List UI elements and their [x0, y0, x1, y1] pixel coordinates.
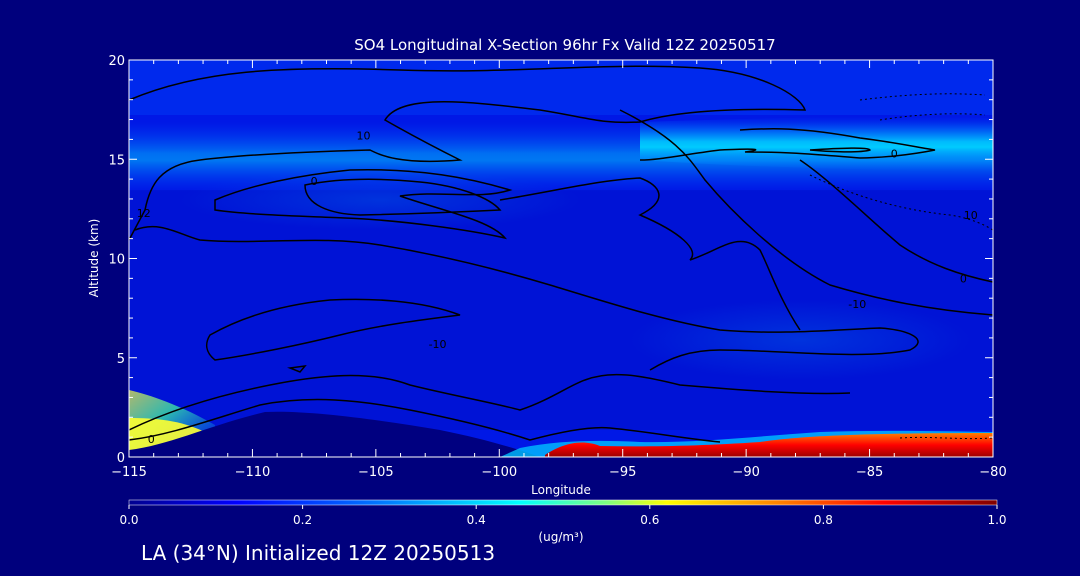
- colorbar-tick-label: 0.0: [119, 513, 138, 527]
- colorbar-tick-label: 0.4: [467, 513, 486, 527]
- contour-label: -10: [429, 338, 447, 351]
- y-tick-label: 15: [108, 153, 125, 168]
- contour-upper: [129, 65, 807, 241]
- x-tick-label: −95: [609, 465, 636, 480]
- y-axis: 0 5 10 15 20: [108, 54, 993, 466]
- contour-label: 0: [311, 175, 318, 188]
- contour-label: 0: [891, 147, 898, 160]
- colorbar-tick-label: 0.2: [293, 513, 312, 527]
- x-tick-label: −115: [111, 465, 147, 480]
- colorbar-ticks: 0.0 0.2 0.4 0.6 0.8 1.0: [119, 505, 1007, 527]
- contour-jet-inner: [809, 147, 871, 153]
- contour-mid-closed: [205, 298, 461, 361]
- y-tick-label: 5: [117, 352, 125, 367]
- y-axis-label: Altitude (km): [87, 219, 101, 298]
- contour-lines: [129, 65, 993, 443]
- y-tick-label: 20: [108, 54, 125, 69]
- colorbar-units: (ug/m³): [538, 530, 583, 544]
- contour-small-closed: [287, 365, 307, 373]
- contour-label: 10: [357, 129, 371, 142]
- dotted-contour-surface: [899, 436, 993, 440]
- negative-contour-lines: [809, 93, 993, 440]
- contour-labels: 10 0 -10 -10 0 10 0 0 12: [137, 129, 978, 446]
- y-tick-label: 10: [108, 253, 125, 268]
- x-tick-label: −80: [979, 465, 1006, 480]
- x-tick-label: −105: [358, 465, 394, 480]
- contour-boundary: [129, 398, 721, 443]
- boundary-layer-plume-core: [129, 418, 205, 452]
- contour-east-mid: [799, 159, 993, 283]
- contour-label: 0: [148, 433, 155, 446]
- contour-mid-2: [499, 177, 801, 331]
- contour-upper-closed-outer: [214, 168, 513, 240]
- colorbar-tick-label: 0.6: [640, 513, 659, 527]
- chart-title: SO4 Longitudinal X-Section 96hr Fx Valid…: [354, 36, 775, 54]
- colorbar: 0.0 0.2 0.4 0.6 0.8 1.0 (ug/m³): [119, 499, 1007, 544]
- colorbar-tick-label: 0.8: [814, 513, 833, 527]
- dotted-contour-jet: [879, 113, 986, 121]
- contour-label: 0: [960, 272, 967, 285]
- upper-jet-maximum: [640, 116, 993, 172]
- surface-sulfate-maximum: [545, 433, 993, 457]
- x-tick-label: −85: [856, 465, 883, 480]
- contour-mid-1: [134, 225, 919, 371]
- x-tick-label: −100: [481, 465, 517, 480]
- y-tick-label: 0: [117, 451, 125, 466]
- contour-label: 12: [137, 207, 151, 220]
- colorbar-tick-label: 1.0: [987, 513, 1006, 527]
- upper-background-layer: [129, 60, 993, 115]
- x-tick-label: −90: [732, 465, 759, 480]
- x-axis-label: Longitude: [531, 483, 591, 497]
- x-tick-label: −110: [235, 465, 271, 480]
- terrain: [129, 411, 540, 457]
- contour-lower: [129, 373, 851, 431]
- contour-mid-3: [619, 109, 993, 316]
- contour-jet: [639, 127, 936, 161]
- contour-label: -10: [848, 298, 866, 311]
- run-initialization-label: LA (34°N) Initialized 12Z 20250513: [141, 541, 496, 565]
- mid-level-blob-east: [630, 300, 970, 380]
- x-axis: −115 −110 −105 −100 −95 −90 −85 −80: [111, 60, 1007, 480]
- contour-upper-closed-inner: [304, 178, 502, 216]
- dotted-contour-upper: [859, 93, 986, 101]
- colorbar-scale: [128, 499, 998, 506]
- contour-label: 10: [964, 209, 978, 222]
- concentration-field: [129, 60, 993, 457]
